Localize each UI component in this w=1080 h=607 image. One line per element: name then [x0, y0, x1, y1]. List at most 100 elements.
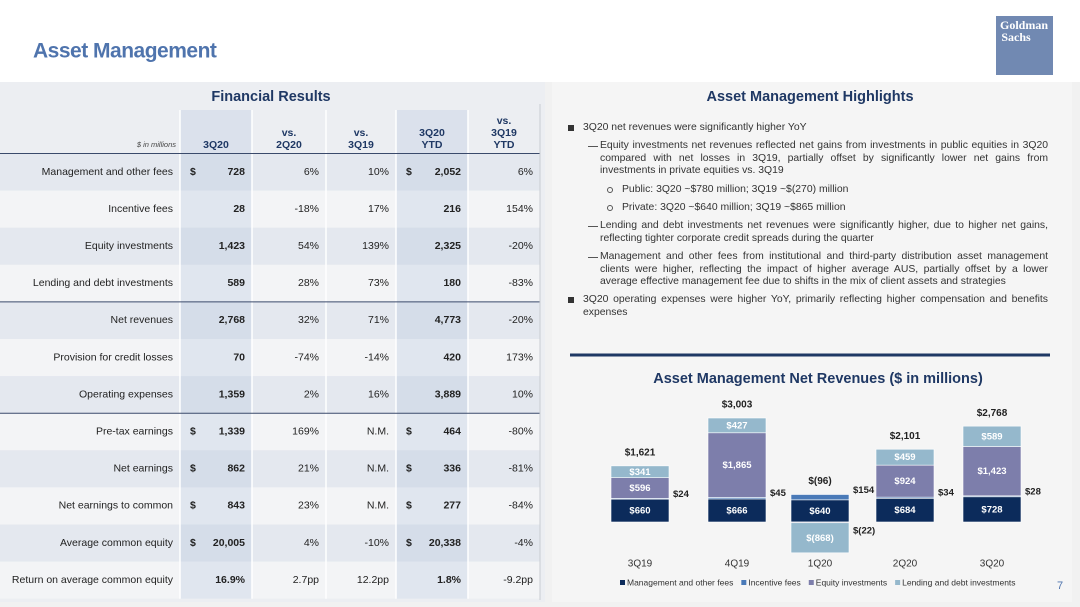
segment-label: $45	[770, 488, 787, 499]
currency-sign: $	[190, 426, 196, 438]
legend-swatch	[620, 580, 625, 585]
currency-sign: $	[406, 463, 412, 475]
table-cell: 169%	[292, 426, 319, 438]
currency-sign: $	[190, 463, 196, 475]
currency-sign: $	[190, 537, 196, 549]
chart-title: Asset Management Net Revenues ($ in mill…	[653, 371, 983, 387]
table-cell: -84%	[508, 500, 533, 512]
header-band	[0, 0, 1080, 82]
currency-sign: $	[190, 500, 196, 512]
table-cell: 28	[233, 203, 245, 215]
bar-segment	[962, 425, 1022, 447]
total-label: $1,621	[625, 448, 656, 459]
highlight-item: 3Q20 operating expenses were higher YoY,…	[566, 294, 1048, 319]
table-cell: -83%	[508, 277, 533, 289]
x-tick-label: 4Q19	[725, 559, 750, 570]
highlight-item: Lending and debt investments net revenue…	[566, 220, 1048, 245]
table-cell: 336	[443, 463, 461, 475]
table-cell: 277	[443, 500, 461, 512]
segment-label: $427	[726, 420, 747, 431]
table-row-bg	[0, 413, 540, 451]
legend-swatch	[895, 580, 901, 585]
total-label: $2,101	[890, 431, 921, 442]
segment-label: $666	[726, 505, 747, 516]
table-cell: 6%	[518, 166, 533, 178]
unit-note: $ in millions	[136, 140, 176, 149]
table-cell: 23%	[298, 500, 319, 512]
bar-segment	[962, 446, 1022, 497]
table-row-bg	[0, 339, 540, 377]
x-tick-label: 3Q19	[628, 559, 653, 570]
column-header: 3Q19	[348, 139, 374, 151]
table-cell: 173%	[506, 351, 533, 363]
x-tick-label: 2Q20	[893, 559, 918, 570]
table-cell: 16%	[368, 388, 389, 400]
currency-sign: $	[406, 166, 412, 178]
segment-label: $(868)	[806, 533, 833, 544]
table-cell: -10%	[364, 537, 389, 549]
table-row-bg	[0, 264, 540, 302]
column-header: 3Q19	[491, 127, 517, 139]
table-cell: 420	[443, 351, 461, 363]
legend-label: Equity investments	[816, 577, 887, 587]
table-cell: N.M.	[367, 463, 389, 475]
table-cell: 728	[227, 166, 245, 178]
table-cell: N.M.	[367, 426, 389, 438]
highlight-item: Equity investments net revenues reflecte…	[566, 140, 1048, 177]
table-cell: 843	[227, 500, 245, 512]
table-cell: 73%	[368, 277, 389, 289]
table-cell: 4%	[304, 537, 319, 549]
table-cell: 71%	[368, 314, 389, 326]
table-row-bg	[0, 561, 540, 599]
table-cell: N.M.	[367, 500, 389, 512]
segment-label: $24	[673, 489, 690, 500]
segment-label: $28	[1025, 486, 1041, 497]
segment-label: $596	[629, 483, 650, 494]
table-cell: 2,325	[435, 240, 461, 252]
table-cell: 17%	[368, 203, 389, 215]
table-cell: -20%	[508, 240, 533, 252]
table-cell: 2,768	[219, 314, 245, 326]
legend-swatch	[808, 580, 814, 585]
segment-label: $341	[629, 467, 651, 478]
column-header: YTD	[422, 139, 443, 151]
legend-label: Management and other fees	[627, 577, 733, 587]
logo	[996, 16, 1053, 75]
table-cell: -74%	[294, 351, 319, 363]
column-header: vs.	[354, 127, 369, 139]
table-cell: 32%	[298, 314, 319, 326]
table-cell: 2.7pp	[293, 574, 319, 586]
row-label: Lending and debt investments	[33, 277, 173, 289]
table-cell: 6%	[304, 166, 319, 178]
currency-sign: $	[406, 500, 412, 512]
table-cell: 3,889	[435, 388, 461, 400]
table-cell: 20,005	[213, 537, 245, 549]
table-cell: 589	[227, 277, 245, 289]
table-cell: 28%	[298, 277, 319, 289]
column-header: vs.	[282, 127, 297, 139]
segment-label: $660	[629, 506, 650, 517]
bar-segment	[707, 432, 767, 498]
row-label: Pre-tax earnings	[96, 426, 173, 438]
row-label: Incentive fees	[108, 203, 173, 215]
table-cell: -20%	[508, 314, 533, 326]
bar-segment	[610, 465, 670, 478]
currency-sign: $	[406, 537, 412, 549]
column-highlight	[180, 110, 252, 599]
logo-text: Sachs	[1001, 30, 1031, 44]
column-header: 3Q20	[419, 127, 445, 139]
bar-segment	[962, 496, 1022, 523]
table-cell: 2,052	[435, 166, 461, 178]
highlight-item: Management and other fees from instituti…	[566, 251, 1048, 288]
bar-segment	[790, 522, 850, 554]
table-row-bg	[0, 227, 540, 265]
table-cell: 464	[443, 426, 461, 438]
table-row-bg	[0, 153, 540, 191]
table-row-bg	[0, 487, 540, 525]
table-cell: 139%	[362, 240, 389, 252]
table-cell: -18%	[294, 203, 319, 215]
row-label: Return on average common equity	[12, 574, 174, 586]
row-label: Average common equity	[60, 537, 174, 549]
